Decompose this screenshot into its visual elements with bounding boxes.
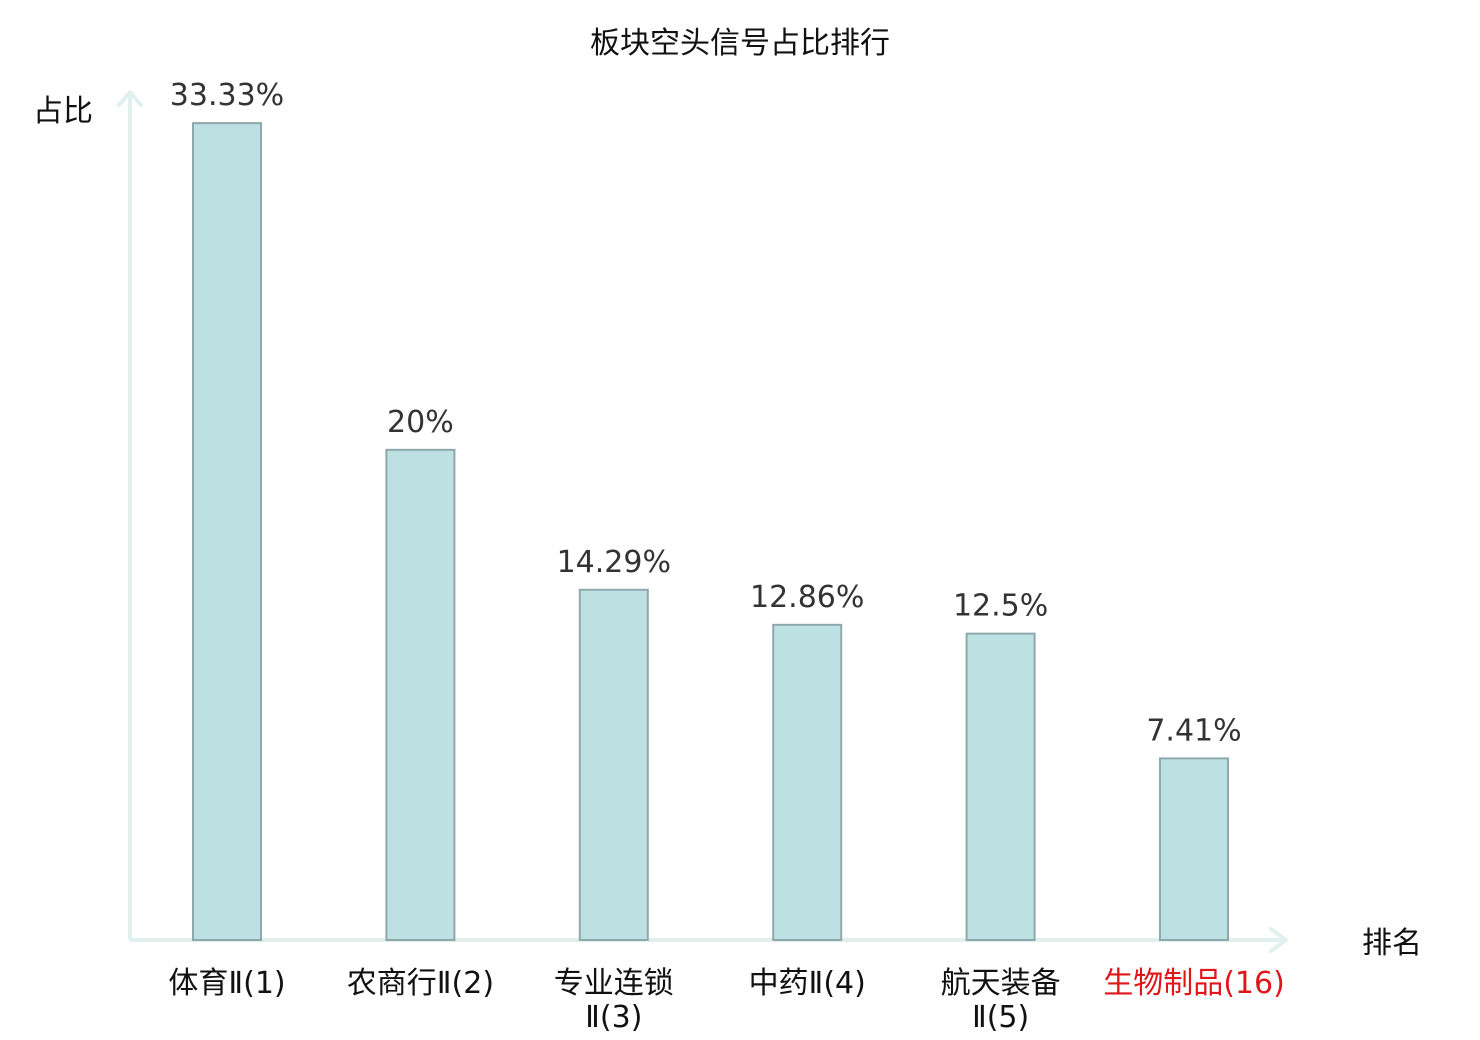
bar-4 [772,623,843,941]
y-axis-arrow [117,90,143,107]
chart-title: 板块空头信号占比排行 [590,26,890,61]
bar-1 [192,122,262,941]
value-label-6: 7.41% [1146,713,1241,748]
value-label-2: 20% [387,405,454,440]
category-label-2: 农商行Ⅱ(2) [347,966,494,1001]
bar-3 [578,588,649,942]
x-axis-label: 排名 [1362,926,1422,961]
category-label-3-line-1: 专业连锁 [554,966,674,1001]
bar-6 [1159,757,1229,941]
category-label-5-line-2: Ⅱ(5) [972,1000,1029,1035]
y-axis-label: 占比 [33,94,93,129]
bar-5 [965,632,1036,941]
value-label-4: 12.86% [750,580,864,615]
value-label-1: 33.33% [170,78,284,113]
category-label-3-line-2: Ⅱ(3) [585,1000,642,1035]
category-label-1: 体育Ⅱ(1) [168,966,285,1001]
x-axis-arrow [1269,927,1288,953]
value-label-3: 14.29% [557,545,671,580]
value-label-5: 12.5% [953,589,1048,624]
category-label-5-line-1: 航天装备 [941,966,1061,1001]
bar-2 [385,448,456,941]
category-label-6: 生物制品(16) [1103,966,1285,1001]
category-label-4: 中药Ⅱ(4) [749,966,866,1001]
